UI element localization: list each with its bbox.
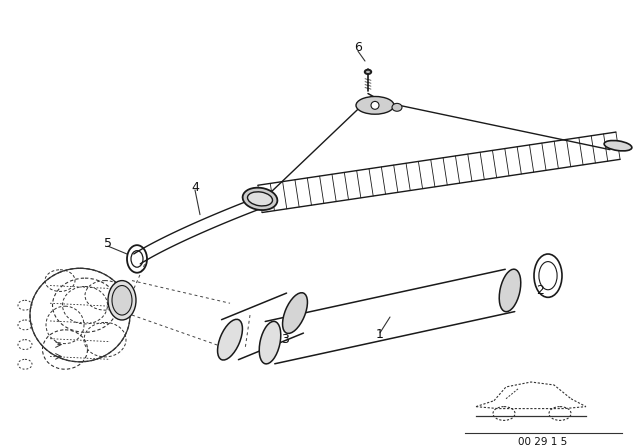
Text: 00 29 1 5: 00 29 1 5 bbox=[518, 437, 568, 447]
Ellipse shape bbox=[259, 321, 281, 364]
Text: 6: 6 bbox=[354, 41, 362, 54]
Ellipse shape bbox=[365, 69, 371, 74]
Ellipse shape bbox=[248, 192, 273, 206]
Text: 4: 4 bbox=[191, 181, 199, 194]
Ellipse shape bbox=[218, 319, 243, 360]
Ellipse shape bbox=[108, 280, 136, 320]
Text: 5: 5 bbox=[104, 237, 112, 250]
Ellipse shape bbox=[282, 293, 307, 333]
Ellipse shape bbox=[112, 285, 132, 315]
Ellipse shape bbox=[392, 103, 402, 111]
Ellipse shape bbox=[604, 141, 632, 151]
Ellipse shape bbox=[371, 101, 379, 109]
Text: 2: 2 bbox=[536, 284, 544, 297]
Ellipse shape bbox=[356, 96, 394, 114]
Ellipse shape bbox=[499, 269, 521, 312]
Text: 3: 3 bbox=[281, 333, 289, 346]
Ellipse shape bbox=[243, 188, 277, 210]
Text: 1: 1 bbox=[376, 328, 384, 341]
